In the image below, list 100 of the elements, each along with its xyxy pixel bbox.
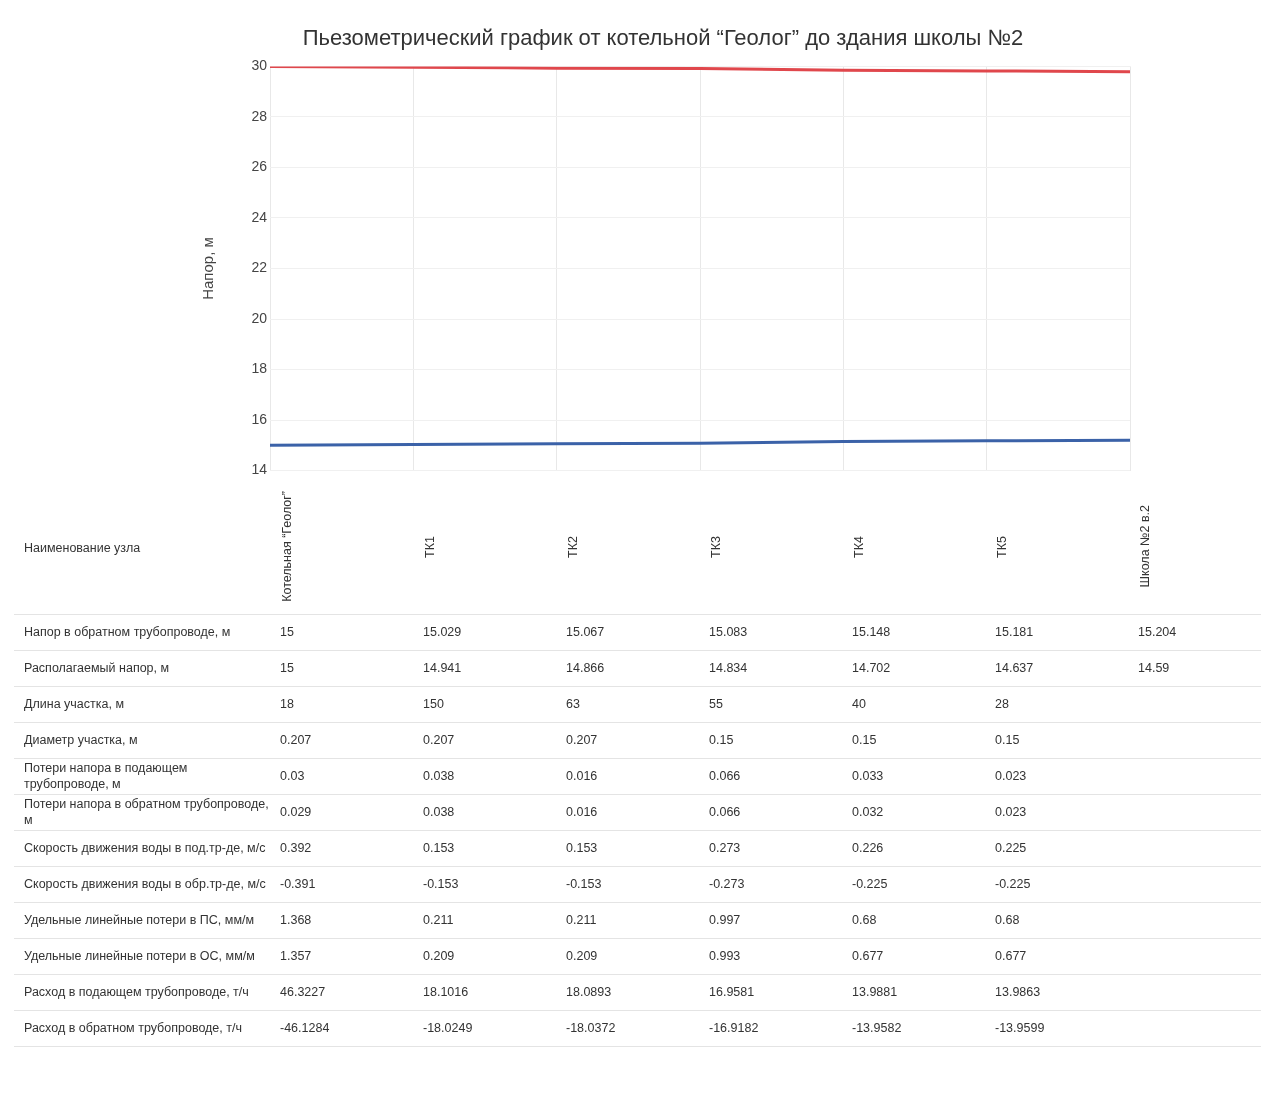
text: Потери напора в подающем трубопроводе, м bbox=[14, 758, 276, 795]
text: -0.153 bbox=[566, 876, 602, 891]
x-tick-label: ТК4 bbox=[852, 535, 866, 558]
data-label: 15.148 bbox=[848, 614, 991, 651]
data-label: 15.083 bbox=[705, 614, 848, 651]
text: -18.0372 bbox=[566, 1020, 616, 1035]
text: -0.273 bbox=[709, 876, 745, 891]
x-tick-label: ТК2 bbox=[566, 535, 580, 558]
y-tick-label: 22 bbox=[251, 259, 268, 276]
text: 0.033 bbox=[852, 768, 884, 783]
text: 0.211 bbox=[566, 912, 597, 927]
text: 14.866 bbox=[566, 660, 605, 675]
text: -16.9182 bbox=[709, 1020, 759, 1035]
text: Напор в обратном трубопроводе, м bbox=[14, 614, 276, 651]
text: 13.9863 bbox=[995, 984, 1041, 999]
text: 46.3227 bbox=[280, 984, 326, 999]
text: 0.209 bbox=[566, 948, 598, 963]
text: 15 bbox=[280, 660, 294, 675]
text: 14.834 bbox=[709, 660, 748, 675]
text: 0.993 bbox=[709, 948, 741, 963]
text: 0.032 bbox=[852, 804, 884, 819]
chart-title: Пьезометрический график от котельной “Геолог” до здания школы №2 bbox=[302, 25, 1024, 51]
text: 16.9581 bbox=[709, 984, 755, 999]
text: 0.677 bbox=[852, 948, 884, 963]
text: 0.209 bbox=[423, 948, 455, 963]
text: -0.153 bbox=[423, 876, 459, 891]
text: -18.0249 bbox=[423, 1020, 473, 1035]
data-label: 15.181 bbox=[991, 614, 1134, 651]
x-tick-label: ТК1 bbox=[423, 535, 437, 558]
text: 13.9881 bbox=[852, 984, 898, 999]
text: 0.023 bbox=[995, 804, 1027, 819]
text: 28 bbox=[995, 696, 1009, 711]
text: 14.941 bbox=[423, 660, 462, 675]
y-tick-label: 18 bbox=[251, 360, 268, 377]
text: 40 bbox=[852, 696, 866, 711]
data-label: 15.204 bbox=[1134, 614, 1261, 651]
text: 0.273 bbox=[709, 840, 741, 855]
text: 0.68 bbox=[995, 912, 1020, 927]
text: Скорость движения воды в под.тр-де, м/с bbox=[14, 830, 276, 867]
text: 0.016 bbox=[566, 804, 598, 819]
text: 18 bbox=[280, 696, 294, 711]
y-tick-label: 28 bbox=[251, 107, 268, 124]
text: 0.15 bbox=[995, 732, 1020, 747]
text: 63 bbox=[566, 696, 580, 711]
text: 1.357 bbox=[280, 948, 312, 963]
y-tick-label: 20 bbox=[251, 309, 268, 326]
x-tick-label: ТК3 bbox=[709, 535, 723, 558]
text: 0.677 bbox=[995, 948, 1027, 963]
y-tick-label: 16 bbox=[251, 410, 268, 427]
y-tick-label: 30 bbox=[251, 57, 268, 74]
text: -0.225 bbox=[995, 876, 1031, 891]
text: Длина участка, м bbox=[14, 686, 276, 723]
text: 0.225 bbox=[995, 840, 1027, 855]
text: -13.9582 bbox=[852, 1020, 902, 1035]
text: 0.211 bbox=[423, 912, 454, 927]
text: 0.226 bbox=[852, 840, 884, 855]
data-label: 15.029 bbox=[419, 614, 562, 651]
text: 0.392 bbox=[280, 840, 312, 855]
text: Располагаемый напор, м bbox=[14, 650, 276, 687]
text: -46.1284 bbox=[280, 1020, 330, 1035]
text: 14.702 bbox=[852, 660, 891, 675]
x-tick-label: ТК5 bbox=[995, 535, 1009, 558]
text: -0.391 bbox=[280, 876, 316, 891]
y-tick-label: 14 bbox=[251, 461, 268, 478]
y-tick-label: 24 bbox=[251, 208, 268, 225]
text: 55 bbox=[709, 696, 723, 711]
text: Расход в подающем трубопроводе, т/ч bbox=[14, 974, 276, 1011]
text: 0.207 bbox=[423, 732, 455, 747]
data-label: 15 bbox=[276, 614, 419, 651]
text: 14.637 bbox=[995, 660, 1034, 675]
y-axis-title: Напор, м bbox=[199, 237, 217, 300]
text: 0.153 bbox=[566, 840, 598, 855]
text: 0.997 bbox=[709, 912, 741, 927]
text: 18.1016 bbox=[423, 984, 469, 999]
x-tick-label: Школа №2 в.2 bbox=[1138, 505, 1152, 588]
text: 0.153 bbox=[423, 840, 455, 855]
y-tick-label: 26 bbox=[251, 158, 268, 175]
text: 0.038 bbox=[423, 804, 455, 819]
text: Удельные линейные потери в ОС, мм/м bbox=[14, 938, 276, 975]
text: 0.207 bbox=[566, 732, 598, 747]
text: -13.9599 bbox=[995, 1020, 1045, 1035]
text: 0.066 bbox=[709, 804, 741, 819]
text: Удельные линейные потери в ПС, мм/м bbox=[14, 902, 276, 939]
text: 0.066 bbox=[709, 768, 741, 783]
text: 0.029 bbox=[280, 804, 312, 819]
x-tick-label: Котельная “Геолог” bbox=[280, 491, 294, 602]
text: 0.15 bbox=[852, 732, 877, 747]
text: 150 bbox=[423, 696, 444, 711]
text: Скорость движения воды в обр.тр-де, м/с bbox=[14, 866, 276, 903]
text: 0.207 bbox=[280, 732, 312, 747]
text: Наименование узла bbox=[14, 482, 276, 615]
text: 1.368 bbox=[280, 912, 312, 927]
text: 0.03 bbox=[280, 768, 305, 783]
text: 0.15 bbox=[709, 732, 734, 747]
text: Расход в обратном трубопроводе, т/ч bbox=[14, 1010, 276, 1047]
text: 18.0893 bbox=[566, 984, 612, 999]
text: 14.59 bbox=[1138, 660, 1170, 675]
data-label: 15.067 bbox=[562, 614, 705, 651]
text: Диаметр участка, м bbox=[14, 722, 276, 759]
text: 0.016 bbox=[566, 768, 598, 783]
